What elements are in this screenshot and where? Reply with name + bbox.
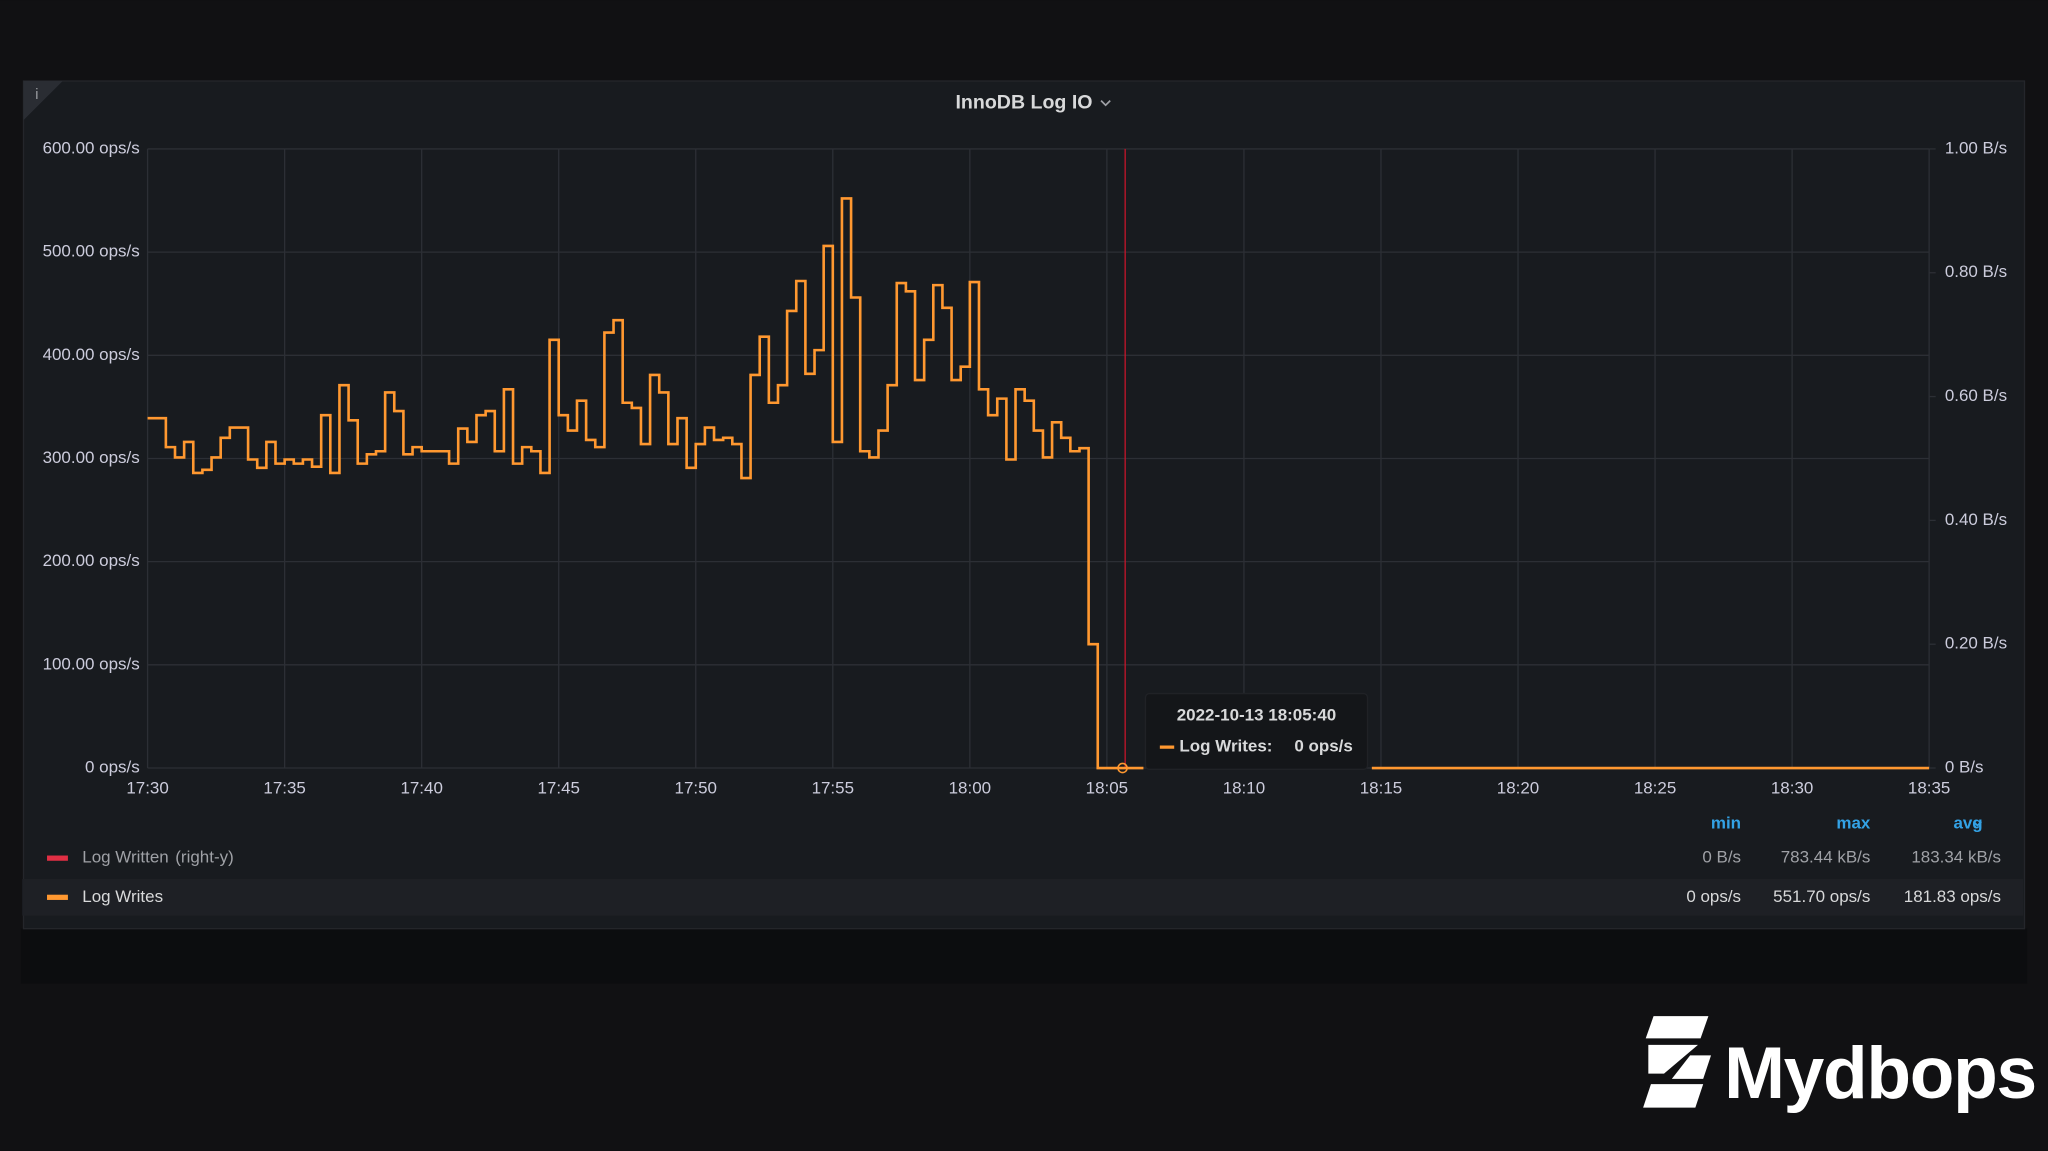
- legend-stat: 181.83 ops/s: [1904, 887, 2001, 906]
- y-tick-label: 300.00 ops/s: [43, 448, 140, 467]
- y-tick-label: 100.00 ops/s: [43, 654, 140, 673]
- legend-axis-note: (right-y): [175, 848, 233, 867]
- legend-name: Log Written: [82, 848, 168, 867]
- x-tick-label: 18:00: [949, 778, 991, 797]
- y2-tick-label: 0 B/s: [1945, 758, 1984, 777]
- x-tick-label: 18:20: [1497, 778, 1539, 797]
- tooltip-box: [1144, 692, 1369, 770]
- logo-icon: [1643, 1016, 1712, 1108]
- title-chevron[interactable]: [1100, 99, 1111, 107]
- x-tick-label: 18:30: [1771, 778, 1813, 797]
- x-tick-label: 17:55: [812, 778, 854, 797]
- y2-tick-label: 0.40 B/s: [1945, 510, 2007, 529]
- x-tick-label: 18:35: [1908, 778, 1950, 797]
- logo-shape: [1643, 1084, 1704, 1108]
- info-corner[interactable]: [23, 81, 63, 121]
- legend-swatch: [47, 894, 68, 900]
- y-tick-label: 0 ops/s: [85, 758, 140, 777]
- legend-stat: 783.44 kB/s: [1781, 848, 1871, 867]
- hover-point: [1117, 762, 1128, 774]
- info-icon[interactable]: i: [35, 87, 38, 103]
- legend-stat: 183.34 kB/s: [1911, 848, 2001, 867]
- plot: 0 ops/s 100.00 ops/s 200.00 ops/s 300.00 op…: [43, 138, 2008, 905]
- legend-stat: 0 B/s: [1702, 848, 1741, 867]
- y-tick-label: 600.00 ops/s: [43, 138, 140, 157]
- y2-tick-label: 0.20 B/s: [1945, 634, 2007, 653]
- x-tick-label: 18:15: [1360, 778, 1402, 797]
- legend-header: max: [1836, 814, 1871, 833]
- legend-name: Log Writes: [82, 887, 163, 906]
- legend-stat: 0 ops/s: [1686, 887, 1741, 906]
- series-line: [147, 197, 1930, 770]
- legend-header: min: [1711, 814, 1741, 833]
- x-tick-label: 17:30: [126, 778, 168, 797]
- sort-chevron: [1972, 820, 1982, 827]
- logo-shape: [1671, 1055, 1712, 1079]
- panel-title[interactable]: InnoDB Log IO: [955, 91, 1092, 113]
- legend-header: avg: [1953, 814, 1982, 833]
- y-tick-label: 500.00 ops/s: [43, 242, 140, 261]
- logo-shape: [1645, 1016, 1709, 1039]
- y2-tick-label: 0.80 B/s: [1945, 262, 2007, 281]
- x-tick-label: 17:50: [675, 778, 717, 797]
- tooltip-time: 2022-10-13 18:05:40: [1177, 705, 1336, 724]
- panel: [22, 80, 2026, 930]
- x-tick-label: 17:35: [263, 778, 305, 797]
- tooltip-label: Log Writes:: [1179, 737, 1272, 756]
- x-tick-label: 18:10: [1223, 778, 1265, 797]
- tooltip-value: 0 ops/s: [1294, 737, 1352, 756]
- logo-shape: [1648, 1044, 1698, 1074]
- legend-stat: 551.70 ops/s: [1773, 887, 1870, 906]
- y-tick-label: 200.00 ops/s: [43, 551, 140, 570]
- legend-swatch: [47, 855, 68, 861]
- row-strip: [20, 928, 2028, 984]
- x-tick-label: 18:05: [1086, 778, 1128, 797]
- y2-tick-label: 1.00 B/s: [1945, 138, 2007, 157]
- y2-tick-label: 0.60 B/s: [1945, 386, 2007, 405]
- logo-text: Mydbops: [1724, 1033, 2036, 1114]
- x-tick-label: 17:40: [400, 778, 442, 797]
- x-tick-label: 18:25: [1634, 778, 1676, 797]
- legend-row-highlight: [22, 879, 2024, 916]
- x-tick-label: 17:45: [537, 778, 579, 797]
- y-tick-label: 400.00 ops/s: [43, 345, 140, 364]
